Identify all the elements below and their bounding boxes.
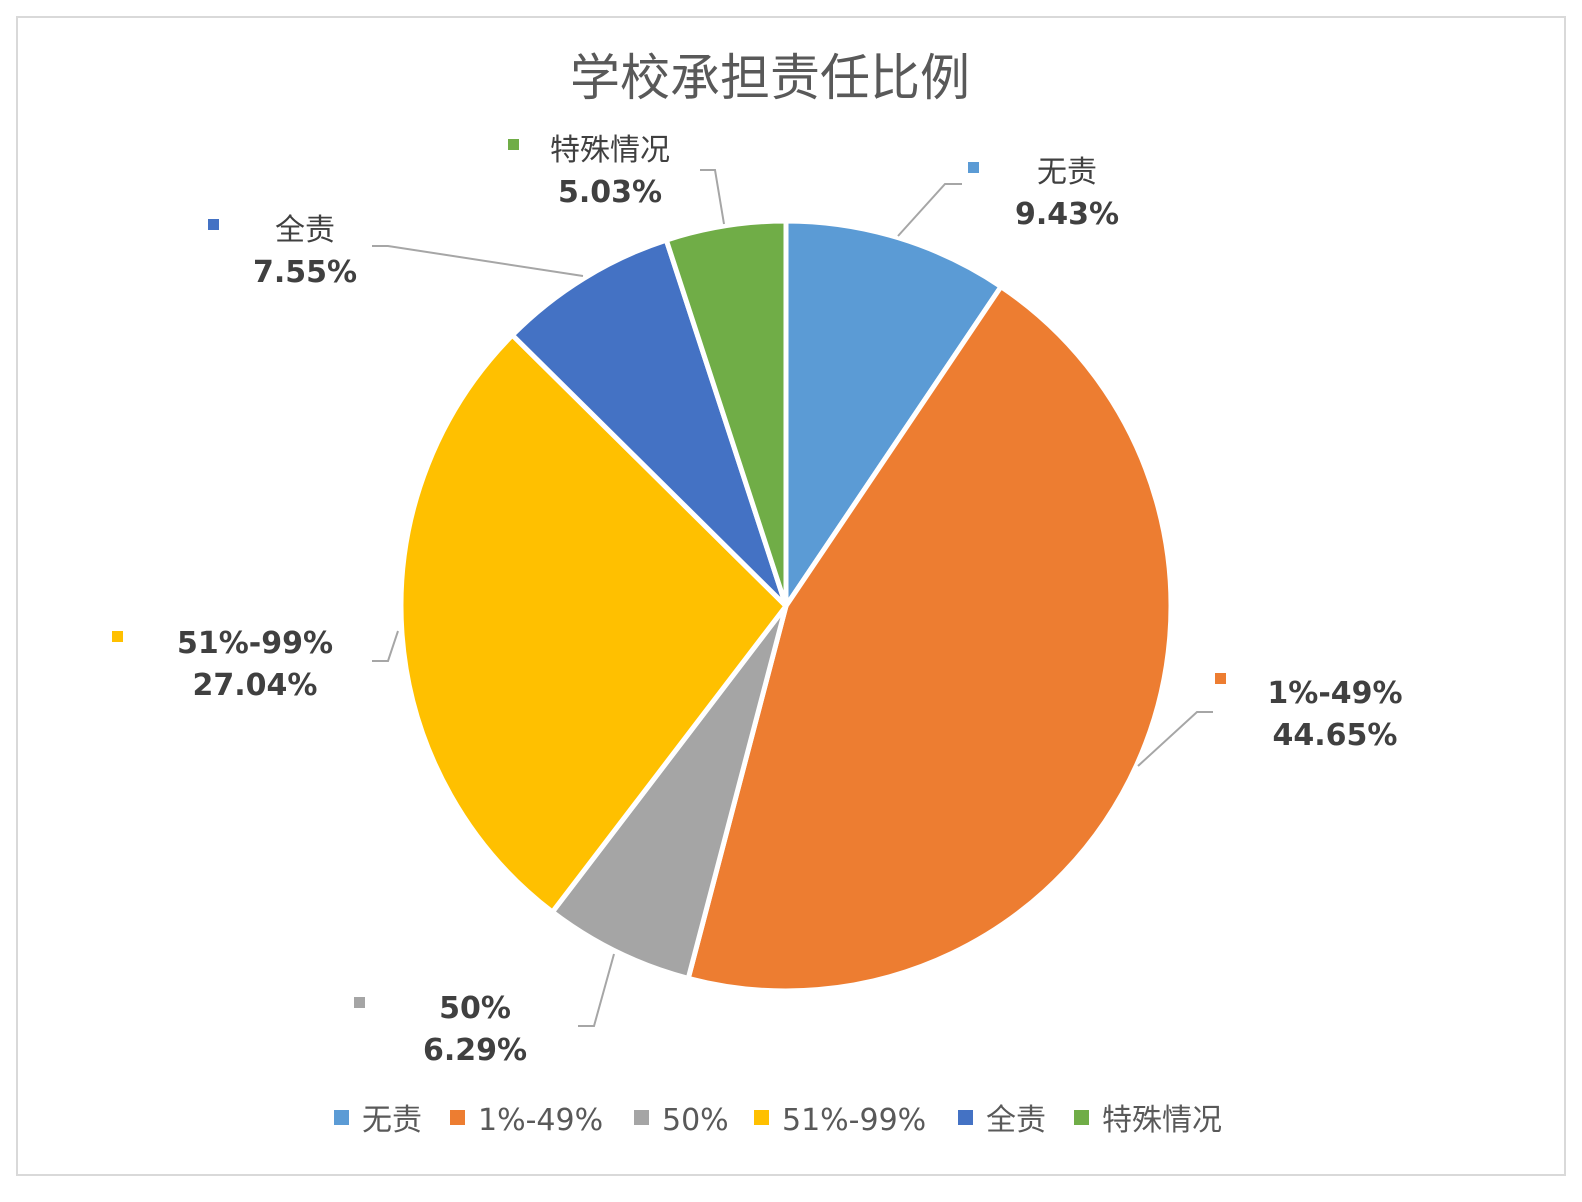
pie-slice-3 [549,603,789,981]
legend-item-6: 特殊情况 [1074,1103,1222,1138]
legend-label-3: 50% [662,1103,729,1138]
label-key-5 [208,219,219,230]
legend-label-1: 无责 [362,1103,422,1138]
data-label-value-4: 27.04% [193,668,318,703]
leader-line-2 [1137,711,1213,767]
legend-label-4: 51%-99% [782,1103,926,1138]
label-key-2 [1215,673,1226,684]
data-label-category-4: 51%-99% [177,626,333,661]
data-label-value-3: 6.29% [423,1033,527,1068]
legend-item-5: 全责 [958,1103,1046,1138]
pie-slice-2 [685,284,1174,994]
legend-item-2: 1%-49% [450,1103,603,1138]
legend-swatch-1 [334,1110,349,1125]
label-key-1 [968,162,979,173]
leader-line-3 [578,953,615,1027]
legend-item-4: 51%-99% [754,1103,926,1138]
label-key-6 [508,139,519,150]
data-label-value-5: 7.55% [253,255,357,290]
leader-line-6 [700,169,725,225]
data-label-category-1: 无责 [1037,155,1097,190]
legend-label-5: 全责 [986,1103,1046,1138]
leader-line-1 [897,183,962,237]
legend-swatch-2 [450,1110,465,1125]
data-label-category-5: 全责 [275,213,335,248]
legend-swatch-4 [754,1110,769,1125]
data-label-category-6: 特殊情况 [550,133,670,168]
data-label-category-2: 1%-49% [1267,676,1402,711]
data-label-value-6: 5.03% [558,175,662,210]
data-label-category-3: 50% [439,991,511,1026]
legend-swatch-3 [634,1110,649,1125]
pie-slice-4 [398,332,789,915]
legend-label-6: 特殊情况 [1102,1103,1222,1138]
legend-item-3: 50% [634,1103,729,1138]
pie-slice-1 [783,218,1004,609]
leader-line-4 [372,630,399,662]
leader-line-5 [372,245,584,277]
legend-swatch-6 [1074,1110,1089,1125]
data-label-value-1: 9.43% [1015,197,1119,232]
label-key-4 [112,631,123,642]
legend-label-2: 1%-49% [478,1103,603,1138]
label-key-3 [354,997,365,1008]
legend-item-1: 无责 [334,1103,422,1138]
pie-slice-5 [509,237,789,609]
pie-slice-6 [663,218,789,609]
legend-swatch-5 [958,1110,973,1125]
data-label-value-2: 44.65% [1273,718,1398,753]
chart-title: 学校承担责任比例 [570,49,970,107]
